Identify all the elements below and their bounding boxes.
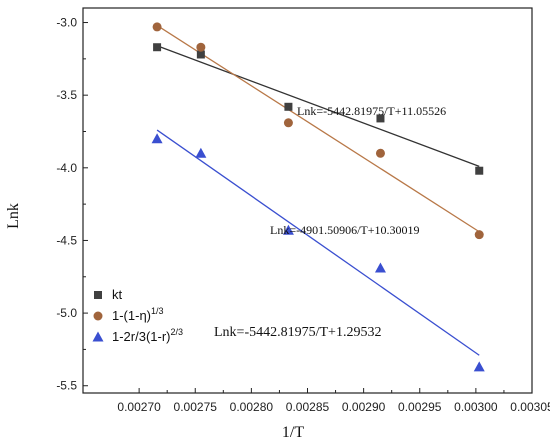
y-tick-label: -4.5 [56, 233, 77, 247]
y-tick-label: -4.0 [56, 161, 77, 175]
fit-line-series-2 [156, 24, 480, 233]
data-point-series-1 [475, 166, 484, 175]
y-tick-label: -5.0 [56, 306, 77, 320]
data-point-series-2 [152, 22, 162, 32]
data-point-series-3 [473, 361, 485, 372]
legend-label-series-3: 1-2r/3(1-r)2/3 [112, 327, 183, 344]
x-tick-label: 0.00285 [286, 400, 330, 414]
legend-marker-series-3 [92, 331, 104, 342]
data-point-series-3 [282, 224, 294, 235]
legend-marker-series-2 [93, 311, 103, 321]
y-tick-label: -3.5 [56, 88, 77, 102]
x-axis-title: 1/T [282, 424, 304, 441]
legend-marker-series-1 [94, 291, 102, 299]
fit-equation-series-1: Lnk=-5442.81975/T+11.05526 [297, 104, 446, 118]
x-ticks: 0.00270 0.00275 0.00280 0.00285 0.00290 0.002… [117, 388, 550, 414]
x-tick-label: 0.00270 [117, 400, 161, 414]
data-point-series-2 [283, 118, 293, 128]
x-tick-label: 0.00275 [174, 400, 218, 414]
legend-label-series-1: kt [112, 287, 123, 302]
data-point-series-2 [196, 42, 206, 52]
y-tick-label: -3.0 [56, 16, 77, 30]
fit-equation-series-2: Lnk=-4901.50906/T+10.30019 [270, 223, 420, 237]
data-point-series-1 [284, 102, 293, 111]
x-tick-label: 0.00305 [510, 400, 550, 414]
y-ticks: -3.0 -3.5 -4.0 -4.5 -5.0 -5.5 [56, 16, 88, 393]
fit-line-series-3 [156, 129, 480, 356]
legend: kt 1-(1-η)1/3 1-2r/3(1-r)2/3 [92, 287, 183, 344]
x-tick-label: 0.00280 [230, 400, 274, 414]
fit-line-series-1 [156, 45, 480, 167]
x-tick-label: 0.00290 [342, 400, 386, 414]
data-point-series-3 [374, 262, 386, 273]
fit-equations: Lnk=-5442.81975/T+11.05526 Lnk=-4901.5090… [214, 104, 446, 340]
legend-label-superscript: 1/3 [151, 306, 164, 316]
fit-equation-series-3: Lnk=-5442.81975/T+1.29532 [214, 325, 381, 340]
data-point-series-1 [196, 50, 205, 59]
data-point-series-3 [151, 133, 163, 144]
data-point-series-1 [376, 114, 385, 123]
data-point-series-3 [195, 147, 207, 158]
legend-label-superscript: 2/3 [171, 327, 184, 337]
fit-lines [156, 24, 480, 356]
x-tick-label: 0.00300 [454, 400, 498, 414]
data-points [151, 22, 485, 372]
data-point-series-2 [375, 148, 385, 158]
data-point-series-2 [474, 230, 484, 240]
legend-label-series-2: 1-(1-η)1/3 [112, 306, 164, 323]
data-point-series-1 [153, 43, 162, 52]
x-tick-label: 0.00295 [398, 400, 442, 414]
y-axis-title: Lnk [5, 203, 22, 229]
y-tick-label: -5.5 [56, 379, 77, 393]
